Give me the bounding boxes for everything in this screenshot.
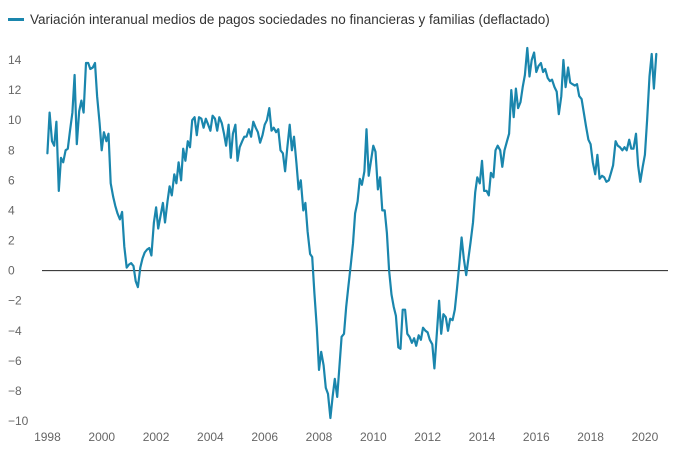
y-tick-label: −4 xyxy=(8,324,22,338)
y-tick-label: 4 xyxy=(8,203,15,217)
x-tick-label: 2006 xyxy=(251,430,278,444)
x-tick-label: 2014 xyxy=(469,430,496,444)
x-tick-label: 2020 xyxy=(632,430,659,444)
x-tick-label: 2000 xyxy=(88,430,115,444)
legend-swatch xyxy=(8,18,24,21)
y-tick-label: 8 xyxy=(8,143,15,157)
y-tick-label: 10 xyxy=(8,113,22,127)
y-tick-label: −2 xyxy=(8,294,22,308)
y-tick-label: 14 xyxy=(8,53,22,67)
x-tick-label: 2016 xyxy=(523,430,550,444)
y-tick-label: 2 xyxy=(8,234,15,248)
y-tick-label: −10 xyxy=(8,414,29,428)
legend: Variación interanual medios de pagos soc… xyxy=(8,12,550,27)
x-tick-label: 2012 xyxy=(414,430,441,444)
series-line xyxy=(46,46,658,420)
x-tick-label: 2002 xyxy=(143,430,170,444)
y-tick-label: −8 xyxy=(8,384,22,398)
x-tick-label: 2010 xyxy=(360,430,387,444)
y-tick-label: 12 xyxy=(8,83,22,97)
legend-label: Variación interanual medios de pagos soc… xyxy=(30,12,550,27)
x-tick-label: 1998 xyxy=(34,430,61,444)
x-tick-label: 2008 xyxy=(306,430,333,444)
x-tick-label: 2018 xyxy=(577,430,604,444)
y-tick-label: −6 xyxy=(8,354,22,368)
y-tick-label: 0 xyxy=(8,264,15,278)
x-tick-label: 2004 xyxy=(197,430,224,444)
y-tick-label: 6 xyxy=(8,173,15,187)
